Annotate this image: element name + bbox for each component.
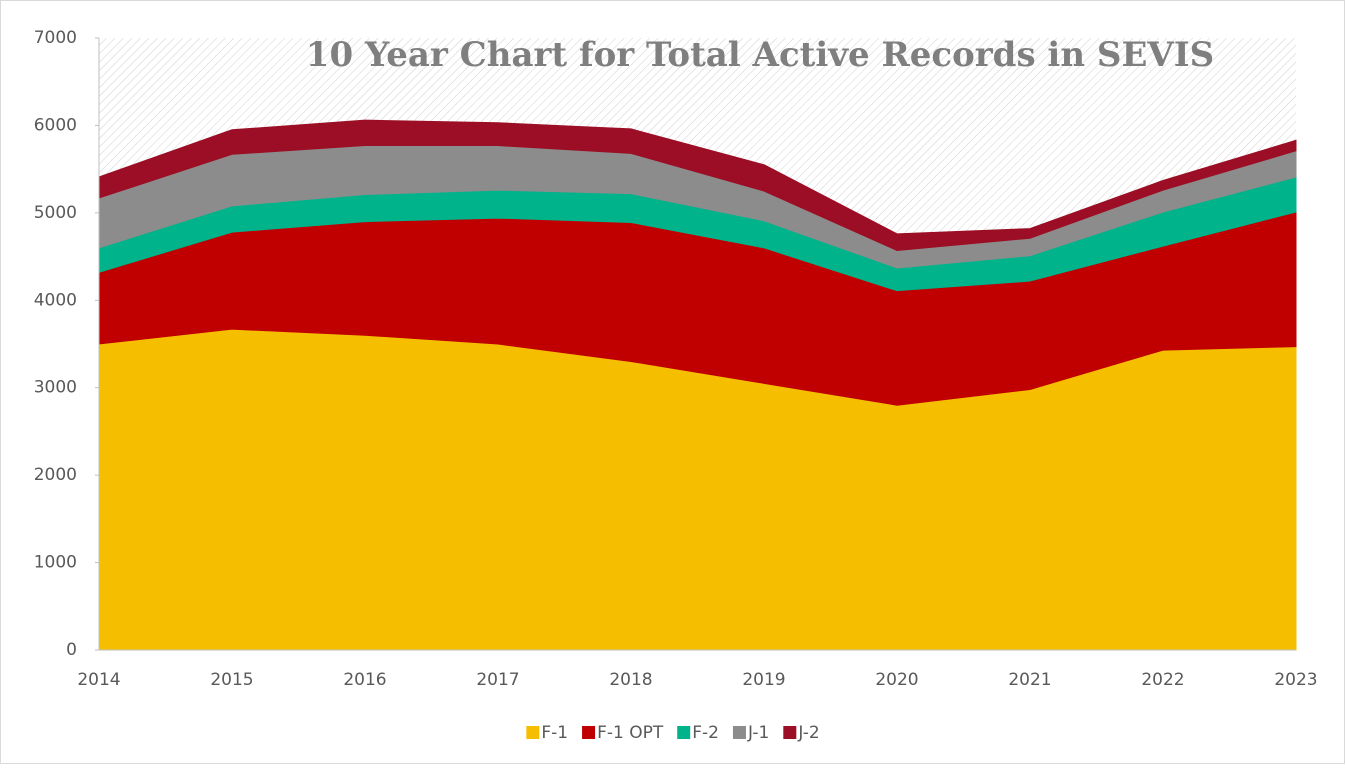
x-tick-label: 2019 bbox=[742, 670, 785, 690]
legend-label: J-2 bbox=[797, 723, 819, 743]
legend-label: F-2 bbox=[692, 723, 719, 743]
x-tick-label: 2014 bbox=[77, 670, 120, 690]
x-tick-label: 2020 bbox=[875, 670, 918, 690]
x-tick-label: 2023 bbox=[1274, 670, 1317, 690]
area bbox=[98, 119, 1297, 251]
x-tick-label: 2018 bbox=[609, 670, 652, 690]
y-tick-label: 6000 bbox=[34, 115, 77, 135]
x-tick-label: 2015 bbox=[210, 670, 253, 690]
legend: F-1 F-1 OPT F-2 J-1 J-2 bbox=[526, 723, 820, 743]
y-tick-label: 4000 bbox=[34, 290, 77, 310]
legend-label: F-1 bbox=[541, 723, 568, 743]
legend-swatch bbox=[732, 726, 746, 739]
y-tick-label: 5000 bbox=[34, 203, 77, 223]
y-tick-label: 0 bbox=[66, 640, 77, 660]
y-tick-label: 2000 bbox=[34, 465, 77, 485]
x-tick-label: 2016 bbox=[343, 670, 386, 690]
area bbox=[98, 328, 1297, 651]
legend-label: J-1 bbox=[747, 723, 769, 743]
y-tick-label: 1000 bbox=[34, 553, 77, 573]
x-tick-label: 2017 bbox=[476, 670, 519, 690]
x-tick-label: 2022 bbox=[1141, 670, 1184, 690]
legend-swatch bbox=[677, 726, 691, 739]
legend-swatch bbox=[783, 726, 797, 739]
x-tick-label: 2021 bbox=[1008, 670, 1051, 690]
legend-swatch bbox=[526, 726, 540, 739]
legend-swatch bbox=[582, 726, 596, 739]
y-tick-label: 7000 bbox=[34, 28, 77, 48]
legend-label: F-1 OPT bbox=[597, 723, 664, 743]
y-tick-label: 3000 bbox=[34, 378, 77, 398]
chart-title: 10 Year Chart for Total Active Records i… bbox=[306, 35, 1214, 75]
